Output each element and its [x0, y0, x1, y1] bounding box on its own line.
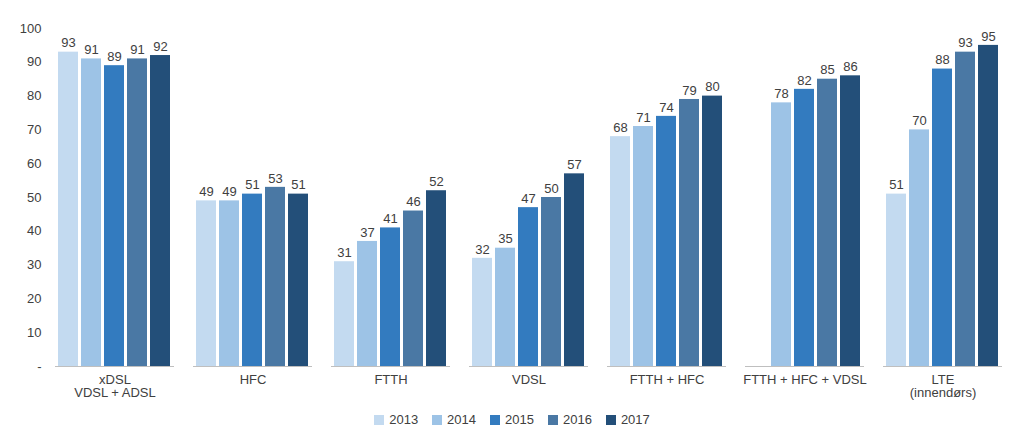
svg-text:40: 40 — [27, 223, 41, 238]
svg-text:74: 74 — [659, 100, 673, 115]
svg-text:VDSL: VDSL — [512, 372, 546, 387]
svg-text:41: 41 — [383, 211, 397, 226]
svg-text:80: 80 — [705, 79, 719, 94]
svg-text:93: 93 — [958, 35, 972, 50]
svg-text:80: 80 — [27, 88, 41, 103]
svg-text:51: 51 — [245, 177, 259, 192]
svg-text:100: 100 — [20, 21, 42, 36]
svg-text:30: 30 — [27, 257, 41, 272]
svg-text:52: 52 — [429, 174, 443, 189]
svg-text:93: 93 — [61, 35, 75, 50]
svg-text:FTTH: FTTH — [374, 372, 407, 387]
svg-text:70: 70 — [912, 113, 926, 128]
svg-text:89: 89 — [107, 49, 121, 64]
svg-text:79: 79 — [682, 83, 696, 98]
html-text:2015: 2015 — [505, 412, 534, 427]
svg-text:35: 35 — [498, 231, 512, 246]
svg-text:31: 31 — [337, 245, 351, 260]
svg-text:51: 51 — [291, 177, 305, 192]
svg-text:32: 32 — [475, 242, 489, 257]
svg-text:20: 20 — [27, 291, 41, 306]
svg-text:90: 90 — [27, 54, 41, 69]
svg-text:88: 88 — [935, 52, 949, 67]
html-text:2013: 2013 — [389, 412, 419, 427]
svg-text:51: 51 — [889, 177, 903, 192]
svg-text:FTTH + HFC: FTTH + HFC — [630, 372, 705, 387]
svg-text:37: 37 — [360, 225, 374, 240]
svg-text:68: 68 — [613, 120, 627, 135]
svg-text:49: 49 — [222, 184, 236, 199]
svg-text:HFC: HFC — [240, 372, 267, 387]
svg-text:82: 82 — [797, 73, 811, 88]
svg-text:70: 70 — [27, 122, 41, 137]
svg-text:46: 46 — [406, 194, 420, 209]
svg-text:85: 85 — [820, 62, 834, 77]
svg-text:57: 57 — [567, 157, 581, 172]
html-text:2017: 2017 — [620, 412, 650, 427]
svg-text:92: 92 — [153, 39, 167, 54]
svg-text:53: 53 — [268, 171, 282, 186]
svg-text:95: 95 — [981, 29, 995, 44]
svg-text:50: 50 — [544, 181, 558, 196]
svg-text:49: 49 — [199, 184, 213, 199]
svg-text:xDSLVDSL + ADSL: xDSLVDSL + ADSL — [74, 372, 156, 400]
svg-text:91: 91 — [84, 42, 98, 57]
svg-text:LTE(innendørs): LTE(innendørs) — [910, 372, 976, 400]
svg-text:47: 47 — [521, 191, 535, 206]
svg-text:-: - — [37, 359, 41, 374]
html-text:2016: 2016 — [563, 412, 592, 427]
svg-text:78: 78 — [774, 86, 788, 101]
svg-text:10: 10 — [27, 325, 41, 340]
svg-text:71: 71 — [636, 110, 650, 125]
svg-text:50: 50 — [27, 190, 41, 205]
html-text:2014: 2014 — [447, 412, 476, 427]
svg-text:86: 86 — [843, 59, 857, 74]
svg-text:91: 91 — [130, 42, 144, 57]
svg-text:FTTH + HFC + VDSL: FTTH + HFC + VDSL — [743, 372, 867, 387]
svg-text:60: 60 — [27, 156, 41, 171]
